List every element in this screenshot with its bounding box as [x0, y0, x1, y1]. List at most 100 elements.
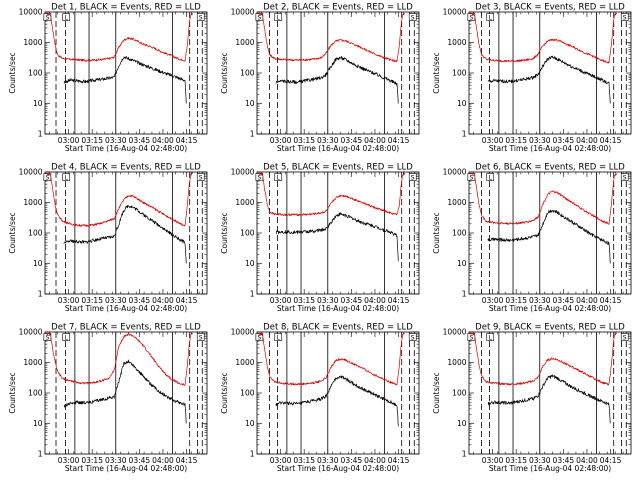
plot-frame — [256, 171, 420, 295]
x-tick-label: 04:00 — [576, 136, 598, 145]
x-tick-label: 03:15 — [293, 456, 315, 465]
region-box-marker — [620, 333, 629, 341]
x-tick-label: 03:30 — [317, 296, 339, 305]
region-box-label: S — [45, 175, 49, 182]
y-axis-title: Counts/sec — [432, 52, 441, 93]
y-tick-label: 10 — [33, 419, 43, 428]
region-box-marker — [486, 173, 495, 181]
region-box-label: S — [45, 15, 49, 22]
lld-series-line — [258, 332, 405, 386]
region-box-label: L — [489, 175, 493, 182]
region-box-label: S — [257, 175, 261, 182]
y-tick-label: 1000 — [447, 358, 466, 367]
y-tick-label: 10 — [245, 419, 255, 428]
x-tick-label: 03:15 — [81, 296, 103, 305]
x-axis-title: Start Time (16-Aug-04 02:48:00) — [65, 144, 187, 153]
lld-series-line — [470, 12, 618, 64]
y-tick-label: 1 — [462, 130, 467, 139]
x-tick-label: 03:30 — [529, 296, 551, 305]
region-box-label: S — [469, 335, 473, 342]
y-tick-label: 1000 — [447, 198, 466, 207]
region-box-label: S — [257, 335, 261, 342]
x-tick-label: 03:45 — [341, 296, 363, 305]
y-tick-label: 10000 — [443, 168, 467, 177]
x-tick-label: 04:00 — [576, 296, 598, 305]
panel-det-4: Det 4, BLACK = Events, RED = LLD 1 10 100 10… — [8, 163, 208, 313]
plot-frame — [44, 11, 208, 135]
lld-series-line — [258, 172, 406, 217]
events-series-line — [487, 209, 611, 264]
y-tick-label: 100 — [28, 229, 43, 238]
y-tick-label: 1 — [462, 290, 467, 299]
y-tick-label: 1000 — [23, 358, 42, 367]
y-tick-label: 1000 — [235, 358, 254, 367]
y-tick-label: 10000 — [231, 168, 255, 177]
lld-series-line — [46, 332, 194, 386]
region-box-label: S — [411, 175, 415, 182]
y-tick-label: 1 — [250, 290, 255, 299]
region-box-label: S — [199, 175, 203, 182]
y-tick-label: 100 — [240, 389, 255, 398]
region-box-marker — [408, 13, 417, 21]
region-box-label: L — [65, 335, 69, 342]
y-tick-label: 100 — [240, 229, 255, 238]
x-tick-label: 03:45 — [129, 456, 151, 465]
x-tick-label: 03:30 — [317, 136, 339, 145]
x-tick-label: 04:15 — [176, 136, 198, 145]
panel-det-3: Det 3, BLACK = Events, RED = LLD 1 10 100 10… — [432, 3, 632, 153]
y-axis-title: Counts/sec — [8, 52, 17, 93]
y-tick-label: 1000 — [447, 38, 466, 47]
plot-frame — [256, 331, 420, 455]
region-box-label: L — [277, 15, 281, 22]
region-box-marker — [196, 13, 205, 21]
x-tick-label: 03:00 — [482, 456, 504, 465]
x-tick-label: 04:15 — [176, 296, 198, 305]
panel-title: Det 7, BLACK = Events, RED = LLD — [51, 323, 201, 333]
region-box-label: L — [65, 15, 69, 22]
panel-det-7: Det 7, BLACK = Events, RED = LLD 1 10 100 10… — [8, 323, 208, 473]
y-tick-label: 100 — [28, 69, 43, 78]
x-tick-label: 03:00 — [270, 136, 292, 145]
y-axis-title: Counts/sec — [432, 212, 441, 253]
y-tick-label: 10000 — [19, 8, 43, 17]
y-axis-title: Counts/sec — [432, 372, 441, 413]
region-box-label: S — [623, 175, 627, 182]
region-box-marker — [408, 173, 417, 181]
x-tick-label: 03:00 — [270, 456, 292, 465]
region-box-marker — [274, 13, 283, 21]
region-box-marker — [620, 13, 629, 21]
events-series-line — [487, 55, 611, 104]
panel-title: Det 6, BLACK = Events, RED = LLD — [475, 163, 625, 173]
y-tick-label: 10 — [457, 99, 467, 108]
region-box-label: S — [411, 335, 415, 342]
x-axis-title: Start Time (16-Aug-04 02:48:00) — [277, 464, 399, 473]
lld-series-line — [46, 12, 194, 62]
panel-det-2: Det 2, BLACK = Events, RED = LLD 1 10 100 10… — [220, 3, 420, 153]
y-tick-label: 1 — [38, 130, 43, 139]
x-tick-label: 03:30 — [105, 296, 127, 305]
region-box-marker — [62, 173, 71, 181]
x-tick-label: 03:45 — [553, 456, 575, 465]
x-tick-label: 03:00 — [58, 456, 80, 465]
y-tick-label: 10 — [457, 259, 467, 268]
region-box-marker — [620, 173, 629, 181]
x-tick-label: 03:45 — [129, 296, 151, 305]
x-tick-label: 03:15 — [81, 136, 103, 145]
x-tick-label: 03:30 — [529, 456, 551, 465]
region-box-label: S — [257, 15, 261, 22]
y-tick-label: 100 — [28, 389, 43, 398]
region-box-label: L — [65, 175, 69, 182]
plot-frame — [468, 331, 632, 455]
y-tick-label: 10000 — [231, 8, 255, 17]
y-tick-label: 1000 — [235, 38, 254, 47]
y-axis-title: Counts/sec — [8, 212, 17, 253]
region-box-marker — [486, 333, 495, 341]
lld-series-line — [258, 12, 405, 63]
y-tick-label: 1 — [462, 450, 467, 459]
region-box-marker — [408, 333, 417, 341]
events-series-line — [63, 359, 187, 424]
y-axis-title: Counts/sec — [220, 52, 229, 93]
x-tick-label: 04:00 — [364, 296, 386, 305]
region-box-label: S — [469, 175, 473, 182]
